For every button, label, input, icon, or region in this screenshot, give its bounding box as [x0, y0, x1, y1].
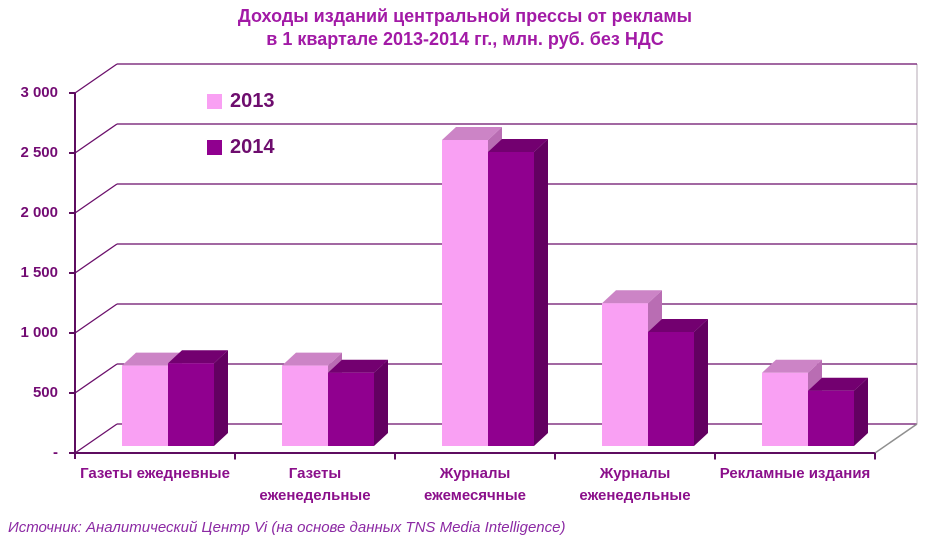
- bar-2014-cat5: [808, 377, 868, 446]
- y-axis-label-0: -: [53, 444, 58, 461]
- chart-title: Доходы изданий центральной прессы от рек…: [0, 5, 930, 51]
- x-axis-label-cat4: Журналы еженедельные: [579, 465, 691, 504]
- bar-front-face: [648, 332, 694, 446]
- legend-swatch-2014: [207, 139, 222, 155]
- y-axis-label-1000: 1 000: [20, 324, 58, 341]
- grid-diagonal-0: [74, 423, 118, 454]
- grid-diagonal-1000: [74, 303, 118, 334]
- floor-right-edge: [874, 423, 918, 454]
- bar-2014-cat1: [168, 350, 228, 446]
- bar-top-face: [282, 352, 342, 366]
- bar-top-face: [602, 290, 662, 304]
- bar-front-face: [488, 152, 534, 446]
- chart-title-line1: Доходы изданий центральной прессы от рек…: [237, 6, 693, 26]
- x-axis-label-cat1: Газеты ежедневные: [80, 465, 230, 482]
- bar-front-face: [168, 363, 214, 446]
- x-axis-label-cat2: Газеты еженедельные: [259, 465, 371, 504]
- grid-diagonal-1500: [74, 243, 118, 274]
- bar-2014-cat2: [328, 359, 388, 446]
- bar-front-face: [762, 372, 808, 446]
- y-axis-label-500: 500: [32, 384, 58, 401]
- bar-2014-cat3: [488, 139, 548, 446]
- bar-2014-cat4: [648, 319, 708, 446]
- bar-top-face: [442, 127, 502, 140]
- y-axis-label-1500: 1 500: [20, 264, 58, 281]
- x-axis-label-cat3: Журналы ежемесячные: [424, 465, 526, 504]
- bar-top-face: [122, 352, 182, 366]
- y-axis-label-2500: 2 500: [20, 144, 58, 161]
- bar-front-face: [122, 365, 168, 446]
- legend-label-2014: 2014: [230, 135, 275, 158]
- bar-side-face: [214, 350, 228, 446]
- x-axis-label-cat5: Рекламные издания: [719, 465, 871, 482]
- y-axis-label-2000: 2 000: [20, 204, 58, 221]
- grid-diagonal-2000: [74, 183, 118, 214]
- bar-front-face: [602, 303, 648, 446]
- source-note: Источник: Аналитический Центр Vi (на осн…: [8, 519, 566, 536]
- grid-diagonal-3000: [74, 63, 118, 94]
- bar-front-face: [442, 140, 488, 446]
- bar-top-face: [328, 359, 388, 373]
- bar-top-face: [488, 139, 548, 152]
- bar-top-face: [648, 319, 708, 332]
- bar-side-face: [854, 377, 868, 446]
- bar-side-face: [534, 139, 548, 446]
- bar-top-face: [168, 350, 228, 364]
- legend-swatch-2013: [207, 93, 222, 109]
- bar-front-face: [328, 372, 374, 446]
- bar-top-face: [762, 359, 822, 373]
- chart-title-line2: в 1 квартале 2013-2014 гг., млн. руб. бе…: [266, 29, 664, 49]
- bar-front-face: [808, 390, 854, 446]
- bar-side-face: [374, 359, 388, 446]
- grid-diagonal-500: [74, 363, 118, 394]
- grid-diagonal-2500: [74, 123, 118, 154]
- legend-item-2013: 2013: [207, 88, 275, 114]
- y-axis-label-3000: 3 000: [20, 84, 58, 101]
- legend-label-2013: 2013: [230, 89, 275, 112]
- legend-item-2014: 2014: [207, 134, 275, 160]
- bar-side-face: [694, 319, 708, 446]
- bar-front-face: [282, 365, 328, 446]
- bar-top-face: [808, 377, 868, 391]
